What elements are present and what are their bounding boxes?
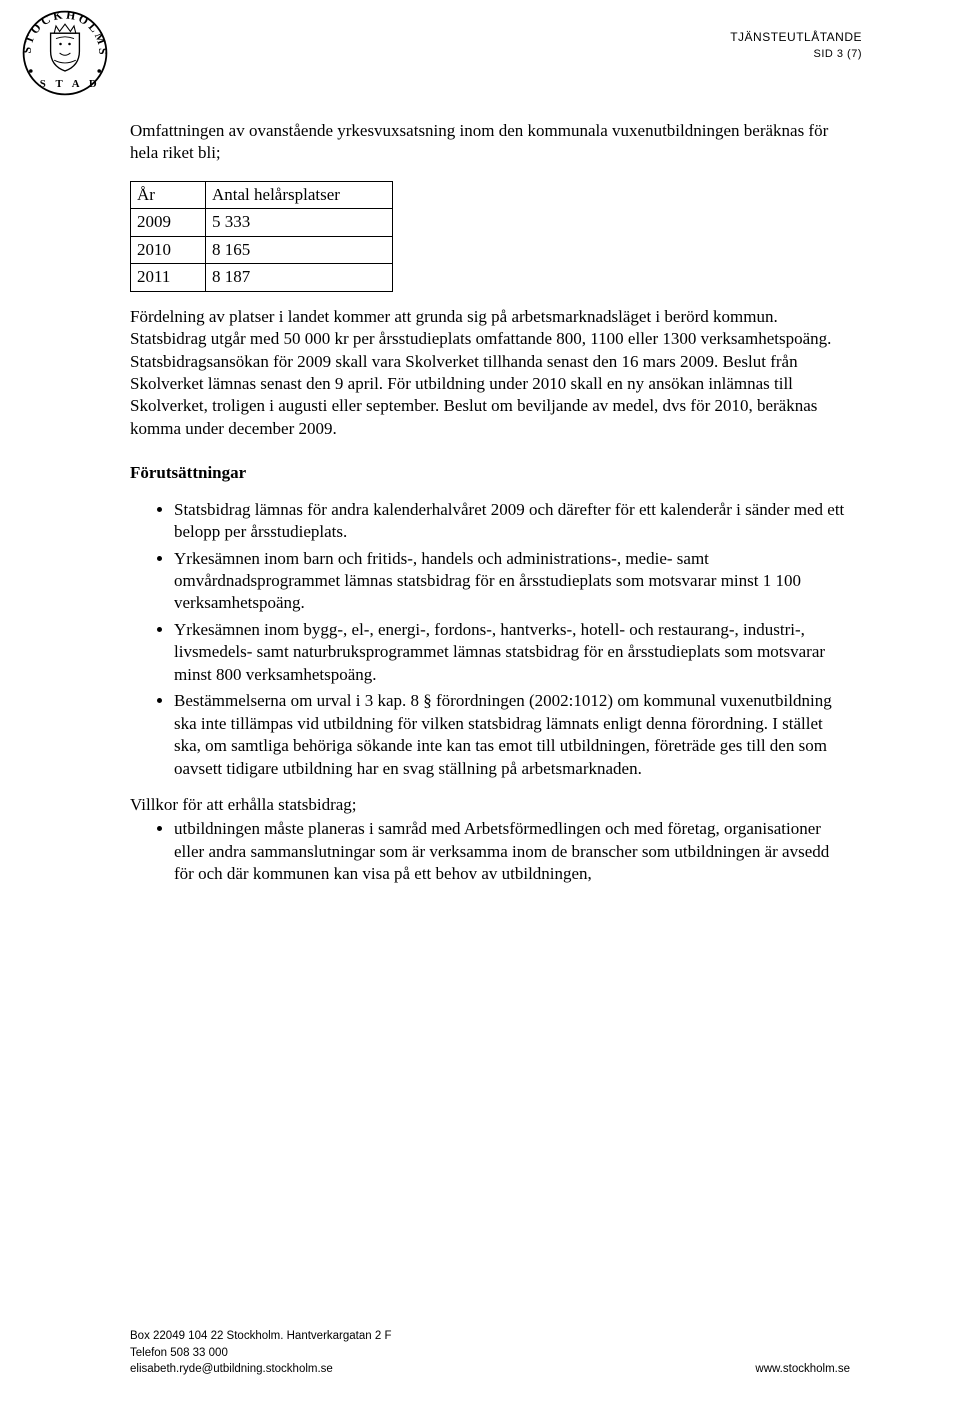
- section-title: Förutsättningar: [130, 462, 850, 484]
- table-cell-year: 2011: [131, 264, 206, 291]
- table-row: 2011 8 187: [131, 264, 393, 291]
- main-content: Omfattningen av ovanstående yrkesvuxsats…: [130, 120, 850, 886]
- allocation-table: År Antal helårsplatser 2009 5 333 2010 8…: [130, 181, 393, 292]
- list-item: utbildningen måste planeras i samråd med…: [174, 818, 850, 885]
- table-row: 2009 5 333: [131, 209, 393, 236]
- bullet-list-1: Statsbidrag lämnas för andra kalenderhal…: [130, 499, 850, 780]
- table-cell-value: 8 187: [206, 264, 393, 291]
- body-paragraph: Fördelning av platser i landet kommer at…: [130, 306, 850, 441]
- doc-type-label: TJÄNSTEUTLÅTANDE: [730, 30, 862, 44]
- list-item: Statsbidrag lämnas för andra kalenderhal…: [174, 499, 850, 544]
- table-cell-value: 5 333: [206, 209, 393, 236]
- bullet-list-2: utbildningen måste planeras i samråd med…: [130, 818, 850, 885]
- page-number: SID 3 (7): [730, 48, 862, 60]
- svg-text:S T A D: S T A D: [40, 78, 100, 90]
- table-cell-year: 2009: [131, 209, 206, 236]
- header-meta: TJÄNSTEUTLÅTANDE SID 3 (7): [730, 30, 862, 60]
- table-header-value: Antal helårsplatser: [206, 181, 393, 208]
- svg-text:S T O C K H O L M S: S T O C K H O L M S: [21, 8, 110, 54]
- table-cell-value: 8 165: [206, 236, 393, 263]
- footer-address: Box 22049 104 22 Stockholm. Hantverkarga…: [130, 1328, 850, 1345]
- table-header-year: År: [131, 181, 206, 208]
- intro-paragraph: Omfattningen av ovanstående yrkesvuxsats…: [130, 120, 850, 165]
- table-row: 2010 8 165: [131, 236, 393, 263]
- page-footer: Box 22049 104 22 Stockholm. Hantverkarga…: [130, 1328, 850, 1378]
- footer-website: www.stockholm.se: [755, 1361, 850, 1378]
- table-cell-year: 2010: [131, 236, 206, 263]
- list-item: Bestämmelserna om urval i 3 kap. 8 § för…: [174, 690, 850, 780]
- footer-phone: Telefon 508 33 000: [130, 1345, 850, 1362]
- list-item: Yrkesämnen inom barn och fritids-, hande…: [174, 548, 850, 615]
- list-item: Yrkesämnen inom bygg-, el-, energi-, for…: [174, 619, 850, 686]
- footer-email: elisabeth.ryde@utbildning.stockholm.se: [130, 1361, 850, 1378]
- city-crest-logo: S T O C K H O L M S S T A D: [20, 8, 110, 98]
- sub-heading: Villkor för att erhålla statsbidrag;: [130, 794, 850, 816]
